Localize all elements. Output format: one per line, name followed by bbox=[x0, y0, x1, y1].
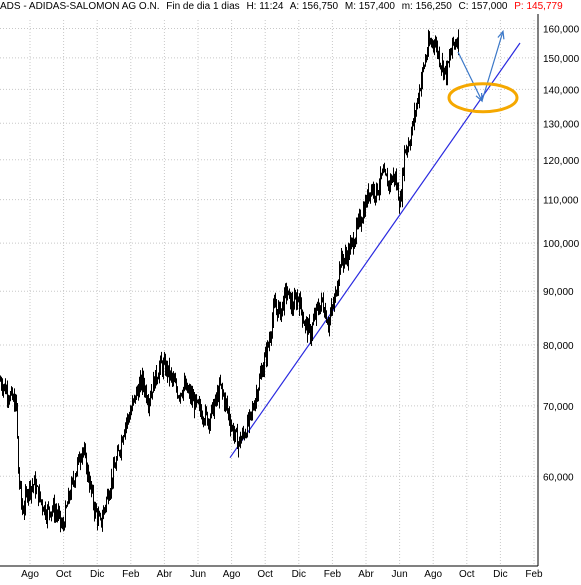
y-tick-label: 90,000 bbox=[543, 287, 574, 298]
x-tick-label: Feb bbox=[122, 569, 140, 580]
y-tick-label: 70,000 bbox=[543, 402, 574, 413]
highlight-ellipse bbox=[447, 82, 519, 114]
arrow-head bbox=[497, 29, 505, 40]
y-tick-label: 160,000 bbox=[543, 25, 580, 36]
x-tick-label: Ago bbox=[424, 569, 442, 580]
x-tick-label: Abr bbox=[157, 569, 173, 580]
y-tick-label: 130,000 bbox=[543, 119, 580, 130]
chart-header: ADS - ADIDAS-SALOMON AG O.N. Fin de dia … bbox=[0, 1, 563, 12]
y-tick-label: 110,000 bbox=[543, 196, 579, 207]
annotations bbox=[447, 29, 519, 114]
x-tick-label: Dic bbox=[493, 569, 507, 580]
x-tick-label: Dic bbox=[90, 569, 104, 580]
header-close: C: 157,000 bbox=[459, 1, 508, 12]
header-high: H: 11:24 bbox=[246, 1, 283, 12]
y-axis: 60,000 70,000 80,000 90,000 100,000 110,000 12… bbox=[537, 14, 580, 566]
trendline-layer bbox=[229, 42, 521, 459]
header-extra: P: 145,779 bbox=[514, 1, 563, 12]
x-tick-label: Oct bbox=[459, 569, 475, 580]
x-tick-label: Jun bbox=[190, 569, 206, 580]
header-max: M: 157,400 bbox=[345, 1, 395, 12]
x-tick-label: Ago bbox=[223, 569, 241, 580]
y-tick-label: 60,000 bbox=[543, 472, 574, 483]
x-tick-label: Ago bbox=[21, 569, 39, 580]
trendline bbox=[229, 42, 521, 459]
header-open: A: 156,750 bbox=[290, 1, 339, 12]
y-tick-label: 120,000 bbox=[543, 156, 580, 167]
x-tick-label: Abr bbox=[358, 569, 374, 580]
arrow-line bbox=[457, 51, 483, 102]
x-tick-label: Oct bbox=[257, 569, 273, 580]
header-title: ADS - ADIDAS-SALOMON AG O.N. bbox=[0, 1, 159, 12]
y-tick-label: 100,000 bbox=[543, 239, 580, 250]
x-tick-label: Dic bbox=[292, 569, 306, 580]
header-period: Fin de dia 1 dias bbox=[166, 1, 239, 12]
arrow-line bbox=[481, 31, 504, 102]
x-tick-label: Oct bbox=[56, 569, 72, 580]
y-tick-label: 80,000 bbox=[543, 341, 574, 352]
x-tick-label: Jun bbox=[392, 569, 408, 580]
y-tick-label: 150,000 bbox=[543, 54, 580, 65]
y-tick-label: 140,000 bbox=[543, 85, 580, 96]
x-axis: Ago Oct Dic Feb Abr Jun Ago Oct Dic Feb Abr Jun Ago O… bbox=[0, 565, 543, 580]
grid bbox=[0, 20, 538, 564]
candles bbox=[0, 29, 459, 533]
x-tick-label: Feb bbox=[324, 569, 342, 580]
header-min: m: 156,250 bbox=[402, 1, 452, 12]
x-tick-label: Feb bbox=[525, 569, 543, 580]
